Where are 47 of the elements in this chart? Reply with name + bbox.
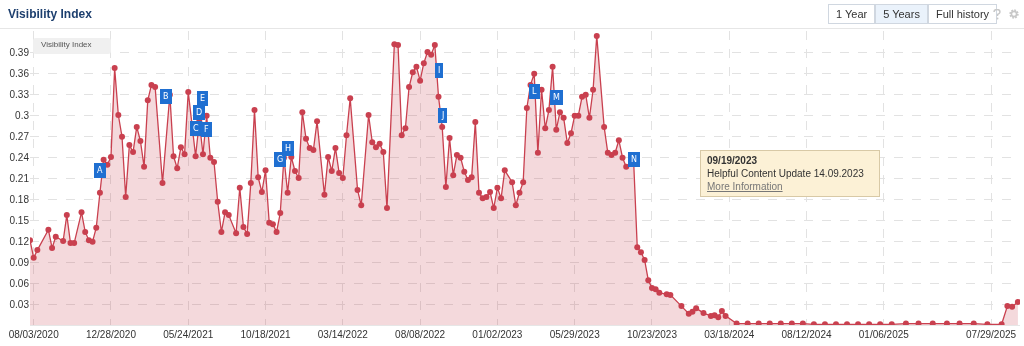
x-tick-label: 01/06/2025 — [858, 329, 910, 340]
annotation: C — [193, 124, 199, 133]
annotation: B — [163, 92, 169, 101]
y-tick-label: 0.39 — [9, 46, 30, 58]
text: 1 Year — [828, 4, 876, 24]
y-tick-label: 0.33 — [9, 88, 30, 100]
y-tick-label: 0.27 — [9, 130, 30, 142]
label-box: Visibility Index — [33, 38, 111, 54]
x-tick-label: 03/18/2024 — [704, 329, 755, 340]
y-tick-label: 0.15 — [9, 214, 30, 226]
annotation: E — [200, 94, 206, 103]
annotation: N — [631, 155, 637, 164]
annotation: H — [285, 144, 292, 153]
annotation: More Information — [707, 181, 783, 192]
y-tick-label: 0.09 — [9, 256, 30, 268]
y-tick-label: 0.18 — [9, 193, 30, 205]
x-tick-label: 12/28/2020 — [85, 329, 137, 340]
x-tick-label: 03/14/2022 — [317, 329, 369, 340]
y-tick-label: 0.3 — [15, 109, 30, 121]
chart-title: Visibility Index — [8, 7, 92, 21]
text: Full history — [927, 4, 998, 24]
x-tick-label: 08/08/2022 — [395, 329, 446, 340]
x-tick-label: 08/03/2020 — [8, 329, 60, 340]
y-tick-label: 0.24 — [9, 151, 30, 163]
annotation: J — [441, 111, 445, 120]
x-tick-label: 05/24/2021 — [163, 329, 214, 340]
annotation: G — [277, 155, 284, 164]
annotation: A — [97, 166, 103, 175]
x-tick-label: 08/12/2024 — [781, 329, 832, 340]
annotation: I — [438, 66, 441, 75]
x-tick-label: 05/29/2023 — [549, 329, 601, 340]
x-tick-label: 07/29/2025 — [966, 329, 1017, 340]
y-tick-label: 0.06 — [9, 277, 30, 289]
y-tick-label: 0.21 — [9, 172, 30, 184]
y-tick-label: 0.36 — [9, 67, 30, 79]
text: 5 Years — [875, 4, 928, 24]
annotation: 09/19/2023 — [707, 155, 758, 166]
y-tick-label: 0.12 — [9, 235, 30, 247]
x-tick-label: 10/18/2021 — [240, 329, 291, 340]
annotation: M — [553, 93, 560, 102]
annotation: D — [196, 108, 203, 117]
x-tick-label: 01/02/2023 — [472, 329, 523, 340]
annotation: F — [204, 125, 209, 134]
annotation: L — [532, 87, 537, 96]
x-tick-label: 10/23/2023 — [626, 329, 678, 340]
y-tick-label: 0.03 — [9, 298, 30, 310]
tooltip-box: 09/19/2023 Helpful Content Update 14.09.2023 More Information — [700, 150, 880, 197]
